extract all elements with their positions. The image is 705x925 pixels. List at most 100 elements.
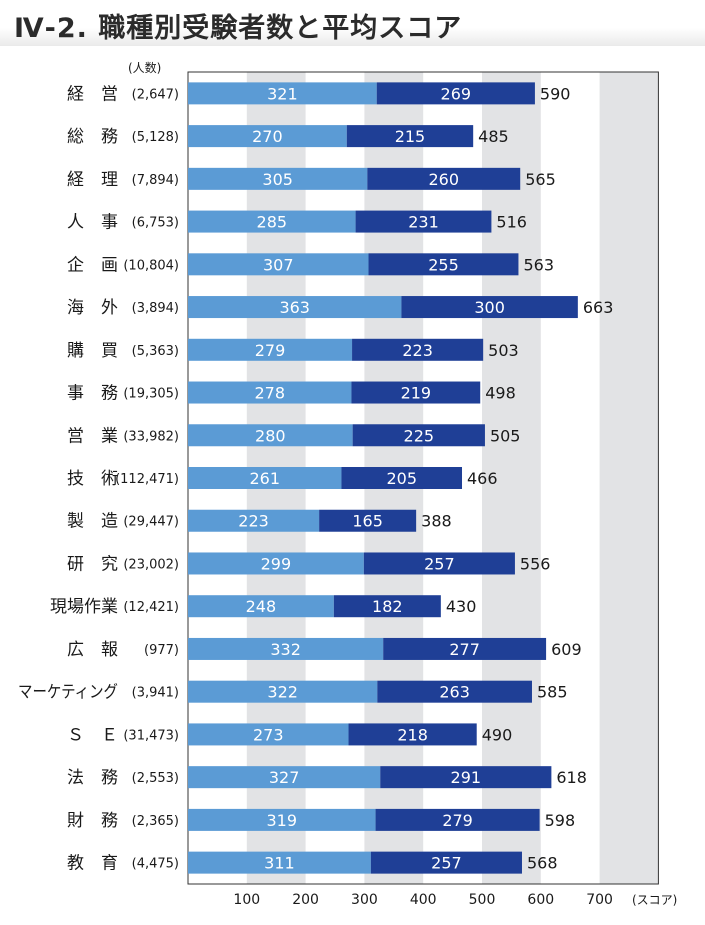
value-label-series1: 363	[279, 298, 310, 317]
value-label-series2: 231	[408, 213, 439, 232]
count-label: (19,305)	[123, 387, 179, 402]
bar-series1	[188, 808, 376, 831]
category-label: 財 務	[67, 811, 118, 831]
value-label-series1: 285	[257, 213, 288, 232]
x-tick-label: 400	[410, 892, 437, 908]
value-label-series2: 255	[428, 255, 459, 274]
bar-series2	[346, 125, 474, 148]
x-unit-label: (スコア)	[632, 893, 677, 907]
value-label-series2: 269	[441, 84, 472, 103]
bar-series2	[352, 338, 484, 361]
count-label: (33,982)	[123, 429, 179, 444]
value-label-series2: 300	[474, 298, 505, 317]
total-label: 590	[540, 84, 571, 103]
value-label-series1: 305	[262, 170, 293, 189]
value-label-series1: 261	[249, 469, 280, 488]
total-label: 585	[537, 683, 568, 702]
x-tick-label: 500	[469, 892, 496, 908]
bar-series1	[188, 637, 384, 660]
count-label: (31,473)	[123, 728, 179, 743]
category-label: 経 営	[67, 84, 118, 104]
bar-series2	[341, 467, 463, 489]
category-label: 広 報	[67, 640, 118, 660]
total-label: 516	[496, 213, 527, 232]
x-tick-label: 200	[292, 892, 319, 908]
category-label: 経 理	[67, 170, 118, 190]
category-label: 研 究	[67, 554, 118, 574]
total-label: 556	[520, 554, 551, 573]
score-chart: 100 200 300 400 500 600 700 経 営 (2,647) 321 269 590…	[18, 60, 677, 908]
total-label: 568	[527, 854, 558, 873]
value-label-series2: 260	[429, 170, 460, 189]
total-label: 430	[446, 597, 477, 616]
bar-series2	[376, 82, 535, 105]
total-label: 490	[482, 725, 513, 744]
total-label: 466	[467, 469, 498, 488]
value-label-series2: 218	[397, 725, 428, 744]
count-label: (6,753)	[132, 216, 179, 231]
category-label: 事 務	[67, 384, 118, 404]
category-label: 現場作業	[50, 597, 118, 617]
category-label: 営 業	[67, 426, 118, 446]
category-label: 技 術	[67, 469, 118, 489]
value-label-series2: 219	[401, 384, 432, 403]
grid-band	[482, 72, 541, 884]
total-label: 563	[523, 255, 554, 274]
bar-series2	[333, 595, 441, 618]
bar-series1	[188, 381, 352, 404]
value-label-series1: 321	[267, 84, 298, 103]
count-label: (2,647)	[132, 87, 179, 102]
count-label: (29,447)	[123, 515, 179, 530]
value-label-series2: 205	[386, 469, 417, 488]
title-bar	[0, 0, 705, 46]
x-tick-label: 600	[527, 892, 554, 908]
category-label: 購 買	[67, 341, 118, 361]
bar-series1	[188, 680, 378, 703]
bar-series1	[188, 851, 371, 874]
count-label: (3,894)	[132, 301, 179, 316]
bar-series2	[383, 637, 547, 660]
bar-series1	[188, 125, 347, 148]
value-label-series2: 263	[439, 683, 470, 702]
category-label: マーケティング	[18, 683, 118, 703]
value-label-series2: 165	[352, 512, 383, 531]
category-label: 法 務	[67, 768, 118, 788]
bar-series1	[188, 253, 369, 276]
bar-series1	[188, 167, 368, 190]
bar-series2	[367, 167, 521, 190]
count-label: (5,363)	[132, 344, 179, 359]
bar-series2	[370, 851, 522, 874]
bar-series1	[188, 552, 364, 575]
x-tick-label: 300	[351, 892, 378, 908]
x-tick-label: 700	[586, 892, 613, 908]
value-label-series1: 278	[254, 384, 285, 403]
value-label-series2: 182	[372, 597, 403, 616]
chart-title: Ⅳ-2. 職種別受験者数と平均スコア	[14, 13, 463, 44]
count-label: (977)	[144, 643, 179, 658]
count-label: (3,941)	[132, 686, 179, 701]
bar-series2	[352, 424, 485, 447]
total-label: 505	[490, 426, 521, 445]
value-label-series1: 280	[255, 426, 286, 445]
value-label-series2: 257	[424, 554, 455, 573]
count-label: (12,421)	[123, 600, 179, 615]
x-tick-label: 100	[233, 892, 260, 908]
bar-series1	[188, 766, 381, 789]
total-label: 498	[485, 384, 516, 403]
bar-series1	[188, 723, 349, 746]
total-label: 663	[583, 298, 614, 317]
bar-series2	[355, 210, 492, 233]
bar-series1	[188, 296, 402, 319]
value-label-series1: 327	[269, 768, 300, 787]
total-label: 388	[421, 512, 452, 531]
value-label-series1: 322	[267, 683, 298, 702]
y-unit-label: (人数)	[128, 60, 161, 75]
bar-series1	[188, 424, 353, 447]
count-label: (2,553)	[132, 771, 179, 786]
total-label: 609	[551, 640, 582, 659]
count-label: (23,002)	[123, 557, 179, 572]
bar-series1	[188, 82, 377, 105]
category-label: 教 育	[67, 854, 118, 874]
value-label-series2: 257	[431, 854, 462, 873]
bar-series1	[188, 509, 320, 532]
